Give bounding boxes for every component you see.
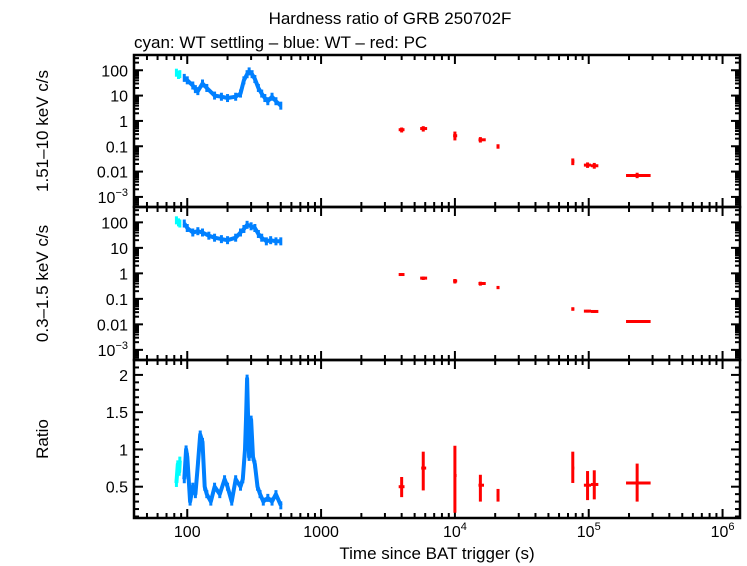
chart-subtitle: cyan: WT settling – blue: WT – red: PC: [134, 33, 427, 52]
x-tick-label: 1000: [303, 524, 339, 541]
panel-frame-soft: [132, 205, 742, 362]
panel-frame-hard: [132, 53, 742, 209]
y-tick-label: 100: [101, 215, 128, 232]
y-axis-label-soft: 0.3–1.5 keV c/s: [33, 225, 52, 342]
y-tick-label: 1: [119, 266, 128, 283]
y-tick-label: 0.1: [106, 292, 128, 309]
y-tick-label: 1: [119, 114, 128, 131]
y-tick-label: 100: [101, 63, 128, 80]
x-tick-label: 106: [711, 521, 735, 541]
panel-frame-ratio: [132, 358, 742, 520]
y-axis-label-ratio: Ratio: [33, 419, 52, 459]
x-tick-label: 104: [443, 521, 467, 541]
y-tick-label: 2: [119, 368, 128, 385]
y-tick-label: 10−3: [98, 340, 128, 360]
y-tick-label: 0.01: [97, 165, 128, 182]
chart-title: Hardness ratio of GRB 250702F: [269, 9, 512, 28]
y-tick-label: 10: [110, 89, 128, 106]
wt-series: [182, 376, 283, 507]
y-axis-label-hard: 1.51–10 keV c/s: [33, 70, 52, 192]
y-tick-label: 0.5: [106, 480, 128, 497]
y-tick-label: 1: [119, 442, 128, 459]
y-tick-label: 10−3: [98, 187, 128, 207]
y-tick-label: 1.5: [106, 405, 128, 422]
y-tick-label: 0.1: [106, 139, 128, 156]
x-axis-label: Time since BAT trigger (s): [339, 544, 534, 563]
y-tick-label: 10: [110, 241, 128, 258]
x-tick-label: 100: [174, 524, 201, 541]
y-tick-label: 0.01: [97, 317, 128, 334]
x-tick-label: 105: [577, 521, 601, 541]
